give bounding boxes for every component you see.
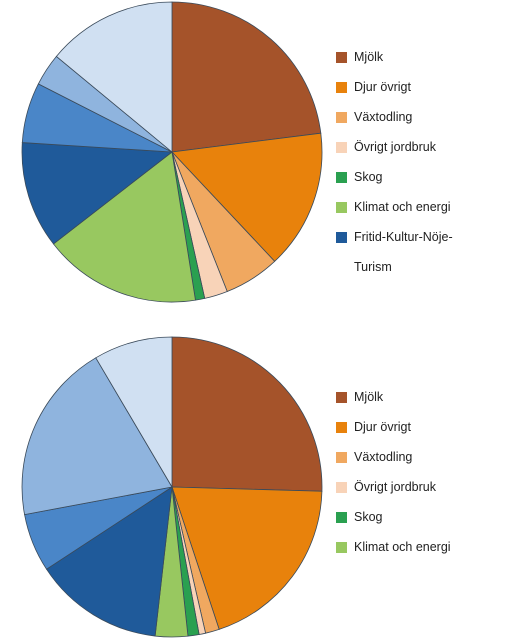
legend-swatch xyxy=(336,142,347,153)
legend-label: Klimat och energi xyxy=(354,200,451,214)
legend-swatch xyxy=(336,172,347,183)
legend-item: Klimat och energi xyxy=(336,532,496,562)
legend-label: Övrigt jordbruk xyxy=(354,140,436,154)
legend-swatch xyxy=(336,542,347,553)
legend-label: Växtodling xyxy=(354,450,413,464)
legend-label: Fritid-Kultur-Nöje-Turism xyxy=(354,230,453,274)
legend: Mjölk Djur övrigt Växtodling Övrigt jordbru… xyxy=(336,382,496,562)
legend-swatch xyxy=(336,82,347,93)
legend-item: Klimat och energi xyxy=(336,192,496,222)
legend-label: Djur övrigt xyxy=(354,80,411,94)
legend-item: Växtodling xyxy=(336,442,496,472)
legend-item: Skog xyxy=(336,502,496,532)
legend-swatch xyxy=(336,392,347,403)
pie-slice xyxy=(55,1,173,153)
pie-slice xyxy=(52,151,196,303)
legend-label: Mjölk xyxy=(354,50,384,64)
legend-label: Klimat och energi xyxy=(354,540,451,554)
legend-label: Övrigt jordbruk xyxy=(354,480,436,494)
legend-item: Djur övrigt xyxy=(336,412,496,442)
pie-slice xyxy=(21,142,174,245)
legend-item: Övrigt jordbruk xyxy=(336,132,496,162)
legend-swatch xyxy=(336,422,347,433)
legend-item: Mjölk xyxy=(336,42,496,72)
legend-item: Växtodling xyxy=(336,102,496,132)
pie-slice xyxy=(21,357,173,516)
legend-label: Djur övrigt xyxy=(354,420,411,434)
legend-swatch xyxy=(336,232,347,243)
legend-swatch xyxy=(336,112,347,123)
legend-item: Övrigt jordbruk xyxy=(336,472,496,502)
legend-label: Mjölk xyxy=(354,390,384,404)
pie-slice xyxy=(45,486,173,637)
legend-swatch xyxy=(336,202,347,213)
pie-slice xyxy=(171,336,323,492)
legend-swatch xyxy=(336,452,347,463)
pie-slice xyxy=(95,336,173,489)
pie-slice xyxy=(171,486,323,630)
legend-swatch xyxy=(336,512,347,523)
legend-label: Skog xyxy=(354,170,383,184)
legend-item: Skog xyxy=(336,162,496,192)
legend-item: Mjölk xyxy=(336,382,496,412)
pie-slice xyxy=(171,132,323,262)
legend-item: Fritid-Kultur-Nöje-Turism xyxy=(336,222,496,282)
legend-swatch xyxy=(336,52,347,63)
pie-slice xyxy=(171,1,322,153)
legend-swatch xyxy=(336,482,347,493)
legend-label: Växtodling xyxy=(354,110,413,124)
legend: Mjölk Djur övrigt Växtodling Övrigt jordbru… xyxy=(336,42,496,282)
legend-item: Djur övrigt xyxy=(336,72,496,102)
legend-label: Skog xyxy=(354,510,383,524)
